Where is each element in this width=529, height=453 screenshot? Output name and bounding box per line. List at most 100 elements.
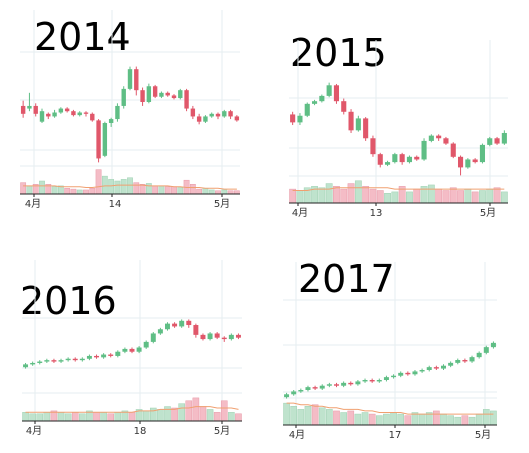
volume-bar [490, 410, 497, 426]
volume-bar [482, 409, 490, 426]
candle-body [311, 101, 318, 104]
candle-body [101, 354, 107, 358]
candle [433, 365, 439, 370]
candle-body [115, 105, 120, 120]
candle-body [465, 159, 471, 168]
candle [333, 83, 340, 104]
candle-body [96, 120, 101, 159]
candle [115, 103, 120, 122]
candle-body [348, 111, 354, 131]
candle [405, 371, 411, 376]
candle [186, 319, 192, 328]
volume-bar [433, 410, 440, 426]
candle [228, 333, 234, 341]
candle-body [79, 358, 85, 361]
candle [414, 155, 420, 161]
candle [214, 332, 220, 340]
candle-body [64, 108, 70, 112]
candle [235, 333, 241, 340]
candle-body [52, 112, 57, 117]
candle-body [65, 358, 71, 361]
chart-title: 2016 [20, 279, 117, 323]
candle-body [58, 108, 64, 113]
candle [64, 107, 70, 113]
candle-body [215, 113, 221, 117]
candle [319, 384, 325, 390]
volume-bar [297, 409, 305, 426]
candle [341, 98, 347, 115]
volume-bar [304, 406, 312, 426]
candle [384, 160, 391, 167]
candle [101, 353, 107, 359]
candle-body [77, 112, 82, 116]
candle-body [348, 382, 354, 385]
volume-bar [318, 407, 326, 426]
candle-body [419, 370, 425, 372]
candle [391, 374, 397, 379]
candle-body [203, 116, 208, 122]
candle [326, 82, 332, 98]
candle [298, 388, 304, 393]
x-tick-label: 14 [109, 199, 122, 210]
candle [341, 381, 347, 388]
candle-body [355, 381, 361, 385]
volume-bar [475, 413, 483, 426]
candle [290, 111, 296, 126]
candle [190, 105, 196, 120]
volume-bar [447, 415, 454, 426]
candle-body [472, 159, 478, 163]
candle [140, 87, 145, 106]
candle-body [483, 347, 489, 353]
volume-bar [383, 413, 390, 426]
x-tick-label: 5月 [480, 207, 496, 219]
candle [297, 113, 303, 126]
candle [159, 91, 164, 99]
candle-body [122, 348, 128, 352]
candle-body [39, 111, 45, 122]
candle-body [383, 377, 389, 380]
candle-body [462, 360, 468, 362]
x-tick-label: 5月 [214, 198, 230, 210]
volume-ma-line [286, 402, 494, 415]
candle-body [33, 105, 38, 114]
candle [465, 158, 471, 169]
candle-body [146, 86, 152, 102]
candle [487, 136, 493, 147]
candle-body [150, 333, 156, 342]
candle [150, 332, 156, 344]
candle [319, 94, 325, 103]
candle-body [298, 390, 304, 392]
candle-body [436, 135, 442, 139]
candle [426, 365, 432, 372]
x-tick-label: 4月 [26, 425, 42, 437]
candle-body [228, 111, 233, 117]
candle-body [326, 384, 332, 386]
candle-body [94, 355, 99, 358]
chart-title: 2014 [34, 15, 131, 59]
candle-body [370, 138, 376, 155]
candle [215, 112, 221, 120]
x-tick-label: 17 [389, 430, 402, 441]
candle-body [469, 357, 475, 362]
candle [443, 136, 449, 145]
candle [490, 341, 496, 349]
candle [370, 135, 376, 157]
candle-body [363, 118, 369, 139]
candle-body [200, 334, 206, 340]
candle-body [193, 325, 199, 335]
candle [146, 83, 152, 104]
candle-body [392, 154, 398, 163]
candle [362, 378, 368, 383]
candle [20, 100, 26, 118]
x-tick-label: 4月 [289, 429, 305, 441]
candle-body [377, 154, 383, 165]
candle-body [46, 113, 51, 117]
candle-body [58, 360, 64, 362]
candle-body [290, 114, 296, 123]
candle [90, 112, 95, 122]
candle-body [209, 113, 214, 117]
volume-bar [461, 415, 469, 426]
candle [127, 66, 133, 91]
